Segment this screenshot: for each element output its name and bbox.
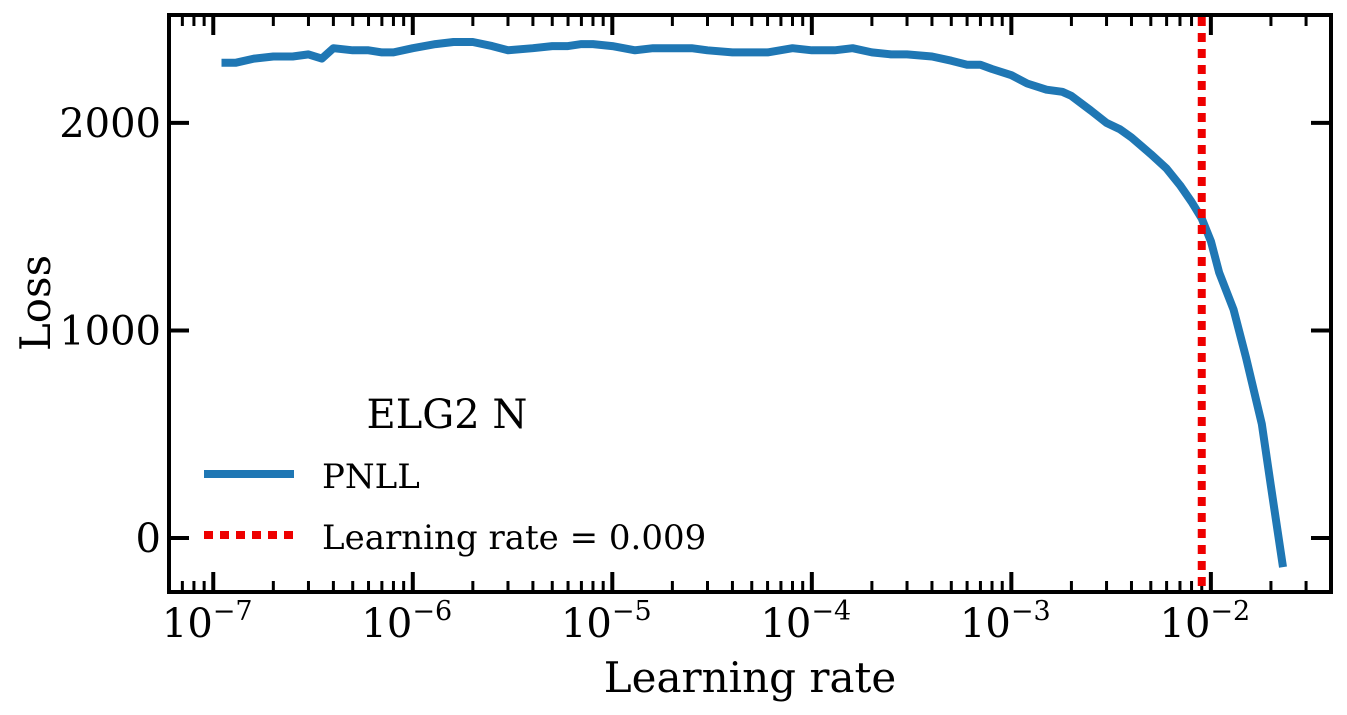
x-tick-label: 10−6 [361, 596, 452, 647]
tick-labels-layer: 10−7 10−6 10−5 10−4 10−3 10−2 0 1000 2000 [59, 101, 1250, 647]
plot-frame [167, 13, 1333, 594]
x-tick-label: 10−3 [960, 596, 1051, 647]
legend-label-pnll: PNLL [322, 457, 420, 497]
legend-label-learning-rate: Learning rate = 0.009 [322, 518, 706, 558]
x-tick-label: 10−7 [162, 596, 253, 647]
x-axis-label: Learning rate [604, 653, 896, 702]
ticks-layer [169, 15, 1331, 592]
series-layer [221, 17, 1287, 590]
legend-title: ELG2 N [367, 392, 528, 438]
x-tick-label: 10−4 [760, 596, 851, 647]
minor-ticks-layer [167, 15, 1333, 592]
x-tick-label: 10−5 [561, 596, 652, 647]
y-tick-label: 2000 [59, 101, 161, 147]
y-tick-label: 1000 [59, 308, 161, 354]
y-axis-label: Loss [11, 255, 60, 351]
legend: ELG2 N PNLL Learning rate = 0.009 [204, 392, 706, 558]
y-tick-label: 0 [136, 516, 161, 562]
x-tick-label: 10−2 [1160, 596, 1251, 647]
series-line-pnll [221, 38, 1287, 568]
